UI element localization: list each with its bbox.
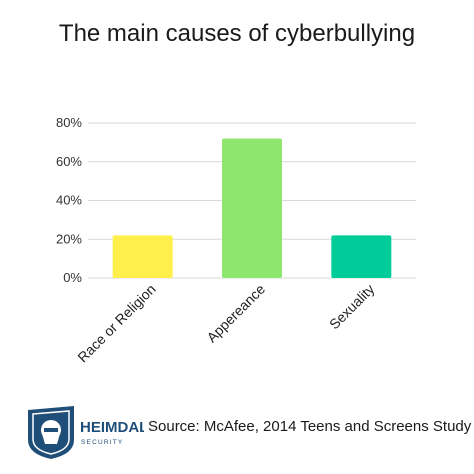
x-axis-categories: Race or Religion Appereance Sexuality: [74, 281, 377, 366]
y-tick-label: 0%: [63, 270, 82, 285]
logo-text: HEIMDAL: [80, 419, 144, 436]
bar-appereance: [222, 138, 282, 278]
y-tick-label: 20%: [56, 231, 82, 246]
chart-title: The main causes of cyberbullying: [58, 20, 416, 47]
footer: HEIMDAL SECURITY Source: McAfee, 2014 Te…: [0, 402, 474, 462]
bar-layer: [112, 138, 392, 278]
source-note: Source: McAfee, 2014 Teens and Screens S…: [148, 418, 472, 435]
bar-chart: 0% 20% 40% 60% 80% Race or Religion Appereanc…: [56, 115, 416, 366]
x-category-label: Appereance: [203, 281, 268, 346]
bar-race-or-religion: [112, 235, 173, 278]
logo-subtext: SECURITY: [81, 439, 123, 446]
y-axis-ticks: 0% 20% 40% 60% 80%: [56, 115, 82, 285]
y-tick-label: 80%: [56, 115, 82, 130]
x-category-label: Race or Religion: [74, 281, 158, 365]
heimdal-logo: HEIMDAL SECURITY: [28, 406, 144, 459]
y-tick-label: 60%: [56, 154, 82, 169]
y-tick-label: 40%: [56, 193, 82, 208]
x-category-label: Sexuality: [326, 281, 377, 332]
bar-sexuality: [331, 235, 392, 278]
